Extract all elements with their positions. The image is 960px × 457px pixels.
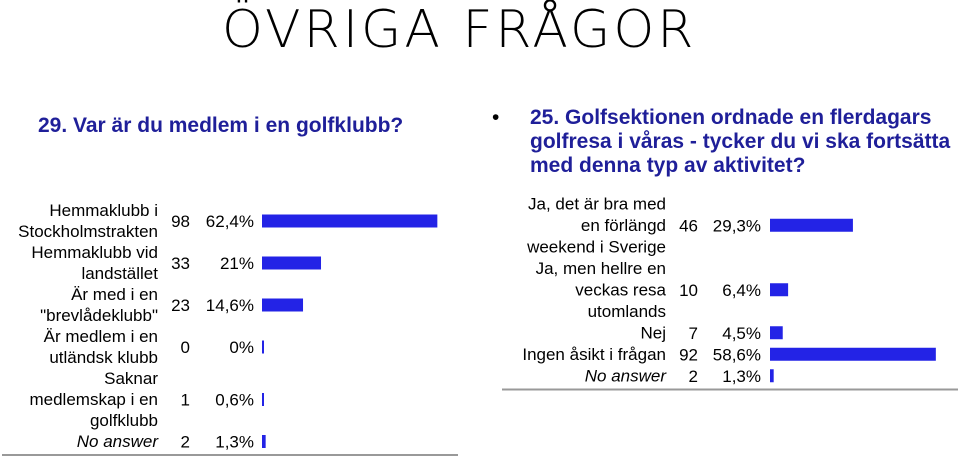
- bar: [262, 435, 266, 448]
- category-label: Hemmaklubb vid: [31, 243, 158, 262]
- category-label: Är med i en: [71, 285, 158, 304]
- percent-label: 4,5%: [722, 324, 761, 343]
- bar: [262, 214, 438, 228]
- category-label: No answer: [585, 367, 668, 386]
- category-label: en förlängd: [581, 216, 666, 235]
- bar: [770, 326, 783, 340]
- bullet-icon: •: [492, 106, 500, 129]
- chart-1: Hemmaklubb i Stockholmstrakten 98 62,4% Hemm…: [2, 201, 458, 456]
- count-label: 98: [171, 212, 190, 231]
- count-label: 7: [689, 324, 698, 343]
- category-label: medlemskap i en: [29, 390, 158, 409]
- category-label: Hemmaklubb i: [49, 201, 158, 220]
- category-label: weekend i Sverige: [526, 238, 666, 257]
- category-label: golfklubb: [90, 411, 158, 430]
- percent-label: 1,3%: [722, 367, 761, 386]
- category-label: Ingen åsikt i frågan: [522, 345, 666, 364]
- percent-label: 1,3%: [215, 433, 254, 452]
- count-label: 1: [181, 391, 190, 410]
- percent-label: 29,3%: [713, 216, 761, 235]
- slide-title: Övriga frågor: [222, 0, 697, 60]
- category-label: utomlands: [588, 302, 666, 321]
- category-label: "brevlådeklubb": [40, 306, 158, 325]
- percent-label: 62,4%: [206, 212, 254, 231]
- category-label: No answer: [77, 432, 160, 451]
- count-label: 33: [171, 254, 190, 273]
- category-label: Ja, men hellre en: [536, 259, 666, 278]
- percent-label: 21%: [220, 254, 254, 273]
- count-label: 92: [679, 345, 698, 364]
- bar: [770, 369, 774, 383]
- bar: [770, 283, 789, 297]
- chart-2-title-block: • 25. Golfsektionen ordnade en flerdagar…: [492, 106, 960, 178]
- count-label: 0: [181, 338, 190, 357]
- category-label: Stockholmstrakten: [18, 222, 158, 241]
- bar: [770, 347, 936, 361]
- bar: [262, 298, 304, 312]
- chart-2-title: 25. Golfsektionen ordnade en flerdagars …: [530, 106, 951, 177]
- category-label: Nej: [640, 324, 666, 343]
- bar: [262, 340, 264, 354]
- category-label: Är medlem i en: [44, 327, 158, 346]
- percent-label: 58,6%: [713, 345, 761, 364]
- category-label: utländsk klubb: [49, 348, 158, 367]
- category-label: veckas resa: [575, 281, 666, 300]
- count-label: 2: [181, 433, 190, 452]
- count-label: 10: [679, 281, 698, 300]
- bar: [262, 393, 264, 406]
- category-label: Ja, det är bra med: [528, 195, 666, 214]
- count-label: 46: [679, 216, 698, 235]
- count-label: 2: [689, 367, 698, 386]
- category-label: landstället: [81, 264, 158, 283]
- bar: [770, 218, 853, 232]
- bar: [262, 256, 322, 270]
- chart-2: Ja, det är bra med en förlängd weekend i S…: [502, 195, 958, 391]
- percent-label: 14,6%: [206, 296, 254, 315]
- chart-1-title: 29. Var är du medlem i en golfklubb?: [38, 114, 404, 137]
- percent-label: 0%: [229, 338, 254, 357]
- percent-label: 6,4%: [722, 281, 761, 300]
- count-label: 23: [171, 296, 190, 315]
- category-label: Saknar: [104, 369, 158, 388]
- percent-label: 0,6%: [215, 391, 254, 410]
